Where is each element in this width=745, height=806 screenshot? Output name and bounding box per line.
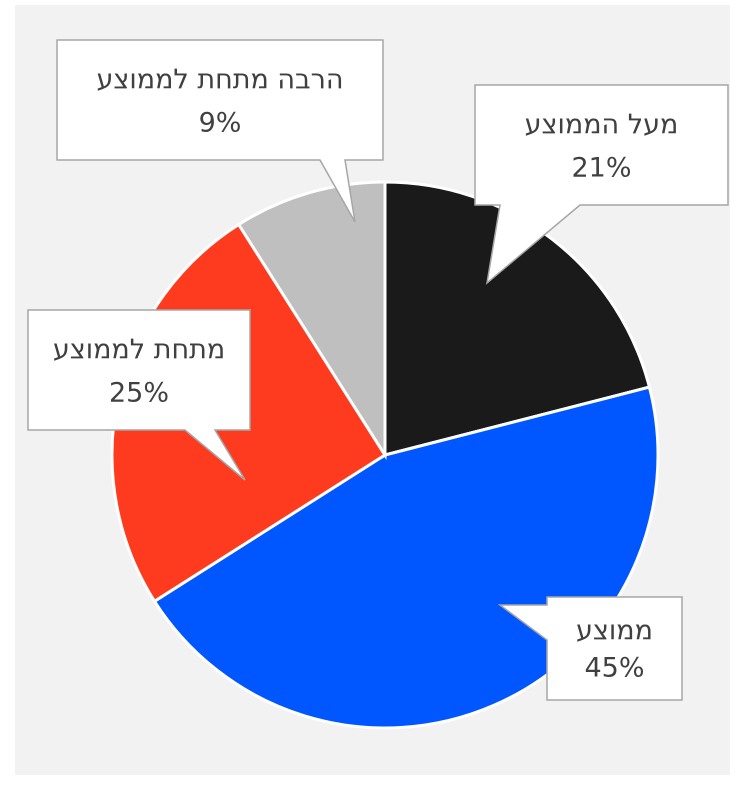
slice-label: מתחת לממוצע [53, 334, 225, 365]
callout-box [56, 39, 384, 223]
slice-value-label: 9% [199, 108, 242, 139]
slice-value-label: 25% [109, 378, 169, 409]
callout-box [497, 596, 683, 701]
callout-box [474, 84, 729, 285]
pie-slice [152, 385, 660, 730]
slice-label: הרבה מתחת לממוצע [96, 64, 343, 95]
pie-slice [236, 180, 387, 461]
slice-value-label: 21% [571, 153, 631, 184]
callout-box [27, 309, 251, 481]
slice-value-label: 45% [584, 653, 644, 684]
slice-label: ממוצע [576, 616, 653, 647]
slice-label: מעל הממוצע [525, 109, 679, 140]
pie-slice [383, 180, 652, 457]
